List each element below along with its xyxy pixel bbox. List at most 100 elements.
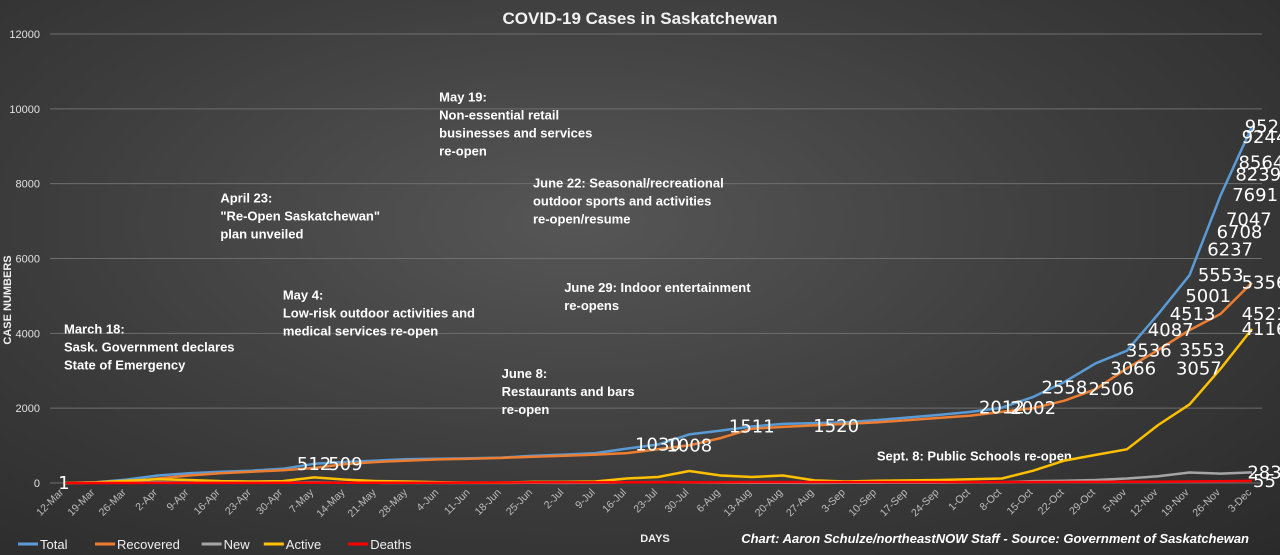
legend-label: Deaths (370, 537, 412, 552)
x-tick-label: 3-Sep (819, 487, 847, 515)
x-tick-label: 4-Jun (414, 487, 441, 514)
x-tick-label: 20-Aug (753, 487, 786, 520)
data-label: 5356 (1242, 273, 1280, 294)
annotation-line: re-opens (564, 298, 619, 313)
annotation-line: May 19: (439, 89, 487, 104)
data-label: 4521 (1242, 304, 1280, 325)
x-tick-label: 2-Apr (133, 486, 160, 513)
y-tick-label: 2000 (16, 403, 40, 415)
x-tick-label: 6-Aug (694, 487, 722, 515)
data-label: 3553 (1179, 340, 1225, 361)
y-tick-label: 4000 (16, 328, 40, 340)
x-tick-label: 26-Nov (1190, 486, 1223, 519)
legend-label: Recovered (117, 537, 180, 552)
annotation-line: "Re-Open Saskatchewan" (220, 208, 380, 223)
data-label: 3066 (1110, 358, 1156, 379)
x-axis-label: DAYS (640, 533, 670, 545)
legend-label: Total (40, 537, 68, 552)
data-label: 8564 (1238, 153, 1280, 174)
x-tick-label: 16-Jul (600, 487, 629, 516)
x-tick-label: 28-May (377, 486, 411, 520)
annotation-line: re-open (502, 402, 550, 417)
annotation-line: June 8: (502, 366, 548, 381)
y-axis-ticks: 0 2000 4000 6000 8000 10000 12000 (9, 29, 40, 490)
data-label: 1030 (635, 434, 681, 455)
x-tick-label: 17-Sep (878, 487, 911, 520)
annotation-line: Restaurants and bars (502, 384, 635, 399)
chart-title: COVID-19 Cases in Saskatchewan (503, 9, 778, 28)
x-tick-label: 23-Jul (631, 487, 660, 516)
x-tick-label: 25-Jun (504, 487, 535, 518)
grid-lines (50, 33, 1262, 484)
data-label: 1008 (666, 435, 712, 456)
x-tick-label: 26-Mar (97, 486, 129, 518)
annotation-line: Sask. Government declares (64, 339, 235, 354)
x-tick-label: 3-Dec (1226, 487, 1254, 515)
annotation-line: Non-essential retail (439, 107, 559, 122)
data-label: 5553 (1198, 265, 1244, 286)
x-tick-label: 19-Nov (1159, 486, 1192, 519)
annotation-line: June 29: Indoor entertainment (564, 280, 751, 295)
annotation-line: May 4: (283, 288, 323, 303)
data-label: 509 (328, 454, 362, 475)
x-tick-label: 15-Oct (1005, 487, 1036, 518)
x-tick-label: 5-Nov (1101, 486, 1130, 515)
data-label: 512 (297, 454, 331, 475)
series-line-deaths (64, 479, 1253, 485)
annotation-line: June 22: Seasonal/recreational (533, 175, 724, 190)
data-label: 2558 (1042, 377, 1088, 398)
x-axis-ticks: 12-Mar 19-Mar 26-Mar 2-Apr 9-Apr 16-Apr 23-Apr… (34, 486, 1254, 520)
y-tick-label: 6000 (16, 254, 40, 266)
x-tick-label: 18-Jun (473, 487, 504, 518)
data-label: 1520 (813, 416, 859, 437)
x-tick-label: 29-Oct (1067, 487, 1098, 518)
x-tick-label: 8-Oct (977, 487, 1004, 514)
x-tick-label: 11-Jun (442, 487, 473, 518)
x-tick-label: 21-May (346, 486, 380, 520)
annotation-line: medical services re-open (283, 324, 438, 339)
data-label: 7047 (1226, 209, 1272, 230)
legend: Total Recovered New Active Deaths (18, 537, 412, 552)
data-label: 6708 (1217, 222, 1263, 243)
y-tick-label: 12000 (9, 29, 40, 41)
annotation-line: re-open/resume (533, 211, 631, 226)
annotation-line: March 18: (64, 321, 125, 336)
x-tick-label: 30-Jul (663, 487, 692, 516)
x-tick-label: 13-Aug (721, 487, 754, 520)
series-lines (63, 125, 1254, 485)
x-tick-label: 16-Apr (192, 486, 223, 517)
data-label: 9244 (1242, 127, 1280, 148)
x-tick-label: 19-Mar (65, 486, 97, 518)
data-label: 1 (58, 473, 69, 494)
legend-label: Active (286, 537, 321, 552)
annotation-line: re-open (439, 143, 487, 158)
x-tick-label: 1-Oct (946, 487, 973, 514)
data-label: 1511 (729, 416, 775, 437)
data-label: 3057 (1176, 359, 1222, 380)
x-tick-label: 12-Nov (1128, 486, 1161, 519)
data-label: 3536 (1126, 341, 1172, 362)
x-tick-label: 23-Apr (223, 486, 254, 517)
annotation-line: plan unveiled (220, 226, 303, 241)
annotation-line: outdoor sports and activities (533, 193, 711, 208)
y-axis-label: CASE NUMBERS (2, 255, 14, 344)
x-tick-label: 24-Sep (909, 487, 942, 520)
data-label: 283 (1247, 462, 1280, 483)
y-tick-label: 8000 (16, 179, 40, 191)
data-label: 4087 (1148, 320, 1194, 341)
annotations: March 18: Sask. Government declares State … (64, 89, 1072, 463)
series-line-active (63, 328, 1253, 485)
annotation-line: State of Emergency (64, 357, 186, 372)
y-tick-label: 0 (34, 478, 40, 490)
annotation-line: April 23: (220, 190, 272, 205)
data-label: 8239 (1235, 165, 1280, 186)
x-tick-label: 30-Apr (254, 486, 285, 517)
annotation-line: Low-risk outdoor activities and (283, 306, 475, 321)
x-tick-label: 2-Jul (542, 487, 567, 512)
data-label: 55 (1253, 471, 1276, 492)
x-tick-label: 22-Oct (1036, 487, 1067, 518)
x-tick-label: 10-Sep (847, 487, 880, 520)
